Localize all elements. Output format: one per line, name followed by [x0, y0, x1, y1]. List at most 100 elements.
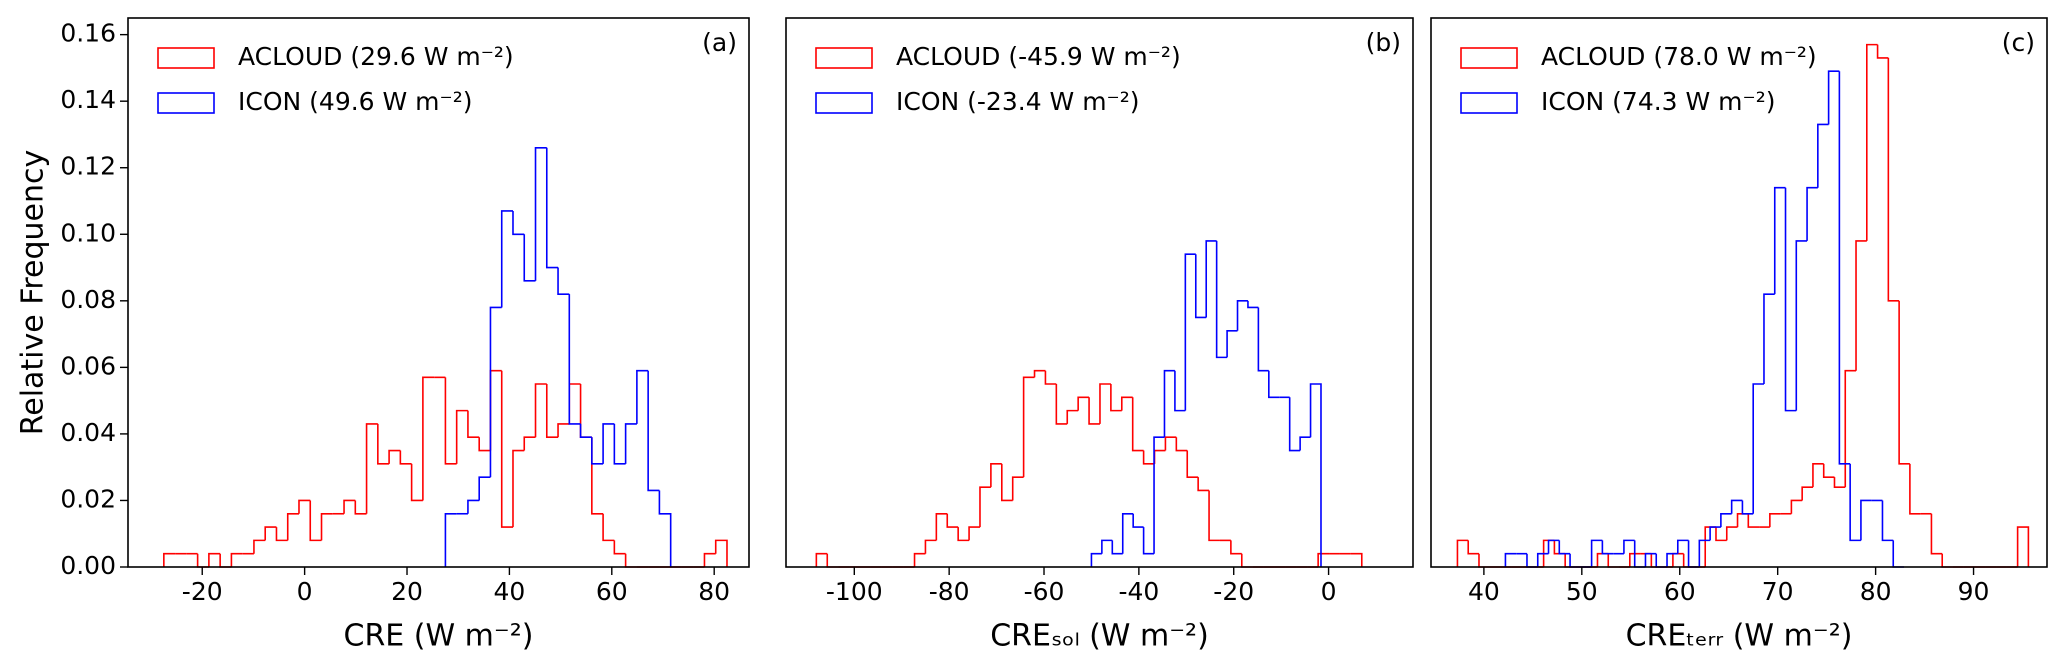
histogram-step — [1795, 240, 1808, 411]
histogram-step — [1866, 43, 1878, 241]
histogram-step — [1769, 512, 1781, 528]
histogram-step — [1536, 552, 1549, 567]
panel: -100 -80 -60 -40 -20 0 CREₛₒₗ (W m⁻²) (b) ACLOUD… — [785, 17, 1414, 654]
histogram-step — [1111, 540, 1123, 555]
histogram-step — [1174, 370, 1186, 412]
histogram-step — [1790, 499, 1803, 514]
histogram-step — [613, 540, 626, 555]
histogram-step — [1132, 513, 1144, 528]
x-tick-label: 60 — [596, 577, 628, 606]
histogram-step — [1175, 437, 1188, 452]
histogram-step — [1741, 500, 1754, 515]
legend-swatch — [815, 92, 873, 114]
histogram-step — [990, 463, 1002, 488]
panel-label: (c) — [2002, 28, 2035, 57]
histogram-step — [1676, 539, 1689, 554]
panel: -20 0 20 40 60 80 0.00 0.02 0.04 0.06 0.08 0.10 0.12… — [16, 17, 750, 654]
x-tick-label: 80 — [1860, 577, 1892, 606]
histogram-step — [1131, 397, 1144, 452]
axes-frame — [785, 17, 1414, 568]
histogram-step — [1230, 540, 1242, 555]
legend-label: ICON (74.3 W m⁻²) — [1541, 87, 1776, 116]
histogram-step — [1881, 500, 1894, 542]
histogram-step — [377, 423, 390, 465]
histogram-step — [286, 512, 299, 541]
panel-label: (b) — [1366, 28, 1401, 57]
histogram-step — [1849, 463, 1861, 542]
histogram-step — [815, 552, 828, 567]
histogram-step — [230, 552, 243, 567]
histogram-step — [591, 437, 604, 515]
x-tick-label: 60 — [1664, 577, 1696, 606]
histogram-step — [1247, 300, 1259, 309]
histogram-step — [1194, 254, 1207, 319]
histogram-step — [343, 499, 356, 514]
histogram-step — [1099, 383, 1111, 424]
histogram-step — [1812, 463, 1824, 488]
x-tick-label: 0 — [1321, 577, 1337, 606]
histogram-step — [1655, 553, 1668, 568]
histogram-step — [957, 527, 970, 542]
x-tick-label: -20 — [1213, 577, 1254, 606]
legend-label: ICON (49.6 W m⁻²) — [238, 87, 473, 116]
histogram-step — [624, 553, 637, 568]
histogram-step — [1288, 397, 1301, 452]
histogram-step — [309, 500, 322, 542]
histogram-step — [935, 512, 948, 541]
histogram-step — [422, 376, 435, 501]
histogram-step — [1876, 44, 1889, 59]
histogram-step — [924, 539, 937, 554]
x-tick-label: -60 — [1024, 577, 1065, 606]
histogram-step — [489, 306, 502, 478]
histogram-step — [1142, 450, 1155, 465]
histogram-step — [1044, 370, 1057, 385]
histogram-step — [1838, 71, 1851, 465]
histogram-step — [1558, 540, 1571, 555]
panel: 40 50 60 70 80 90 CREₜₑᵣᵣ (W m⁻²) (c) ACLOUD (78… — [1430, 17, 2048, 654]
histogram-step — [1299, 436, 1311, 451]
histogram-step — [1720, 512, 1732, 528]
histogram-step — [1763, 293, 1775, 384]
histogram-step — [1730, 499, 1743, 514]
histogram-step — [523, 234, 536, 282]
histogram-step — [534, 383, 547, 438]
legend-label: ACLOUD (-45.9 W m⁻²) — [896, 42, 1181, 71]
histogram-step — [1478, 553, 1490, 568]
histogram-step — [1077, 396, 1090, 411]
histogram-step — [455, 409, 468, 464]
histogram-step — [1844, 369, 1857, 488]
histogram-step — [1898, 300, 1910, 465]
y-axis-label: Relative Frequency — [16, 150, 51, 436]
histogram-step — [1526, 553, 1538, 568]
histogram-step — [467, 410, 480, 439]
histogram-step — [579, 384, 592, 439]
histogram-step — [1623, 539, 1635, 554]
histogram-step — [1184, 253, 1196, 411]
histogram-step — [1467, 540, 1479, 555]
histogram-step — [1101, 539, 1113, 554]
y-tick-label: 0.02 — [60, 484, 116, 513]
x-tick-label: -20 — [182, 577, 223, 606]
histogram-step — [320, 512, 333, 541]
histogram-step — [500, 370, 513, 528]
histogram-step — [1186, 450, 1199, 478]
histogram-step — [489, 369, 502, 451]
histogram-step — [545, 384, 559, 439]
histogram-step — [478, 437, 491, 452]
histogram-step — [1142, 527, 1155, 555]
legend-swatch — [157, 47, 215, 69]
histogram-step — [1033, 369, 1046, 378]
histogram-step — [591, 437, 604, 465]
histogram-step — [1709, 526, 1721, 541]
histogram-step — [1725, 526, 1738, 541]
histogram-step — [512, 449, 525, 528]
histogram-step — [1205, 240, 1217, 318]
histogram-step — [1773, 186, 1786, 295]
x-tick-label: 70 — [1762, 577, 1794, 606]
histogram-step — [703, 552, 716, 567]
histogram-step — [444, 512, 457, 567]
histogram-step — [1822, 463, 1835, 478]
histogram-step — [1672, 552, 1684, 567]
histogram-step — [1941, 553, 1953, 568]
